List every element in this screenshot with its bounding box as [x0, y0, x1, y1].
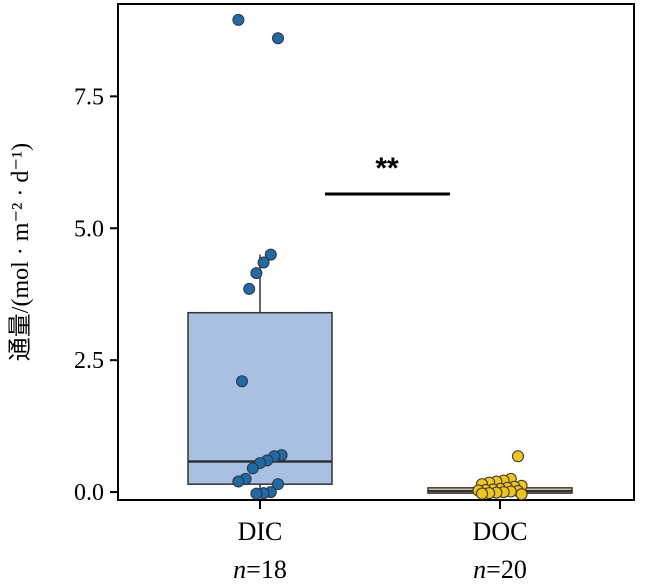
y-tick-label: 7.5 [74, 84, 104, 110]
y-axis: 0.0 2.5 5.0 7.5 [74, 84, 118, 506]
y-tick-label: 2.5 [74, 348, 104, 374]
data-point [232, 13, 245, 26]
x-sample-size-label: n=20 [473, 555, 527, 584]
box [187, 311, 333, 485]
significance-label: ** [375, 152, 399, 185]
group-dic: DIC n=18 [187, 13, 333, 584]
data-point [515, 488, 528, 501]
data-point [246, 462, 259, 475]
data-point [272, 32, 284, 45]
x-category-label: DOC [473, 517, 528, 546]
data-point [257, 256, 270, 269]
data-point [243, 282, 256, 295]
group-doc: DOC n=20 [427, 450, 573, 584]
x-sample-size-label: n=18 [233, 555, 287, 584]
x-category-label: DIC [238, 517, 283, 546]
significance-annotation: ** [325, 152, 450, 196]
y-axis-title: 通量/(mol · m⁻² · d⁻¹) [8, 143, 34, 361]
data-point [250, 267, 263, 280]
data-point [272, 478, 284, 491]
y-tick-label: 5.0 [74, 216, 104, 242]
data-point [232, 475, 245, 488]
plot-frame [117, 3, 635, 501]
data-point [236, 375, 248, 388]
data-point [250, 487, 263, 500]
data-point [264, 248, 277, 261]
y-tick-label: 0.0 [74, 480, 104, 506]
data-point [512, 450, 524, 463]
data-point [476, 487, 488, 500]
box-groups: DIC n=18 DOC n=20 [187, 13, 573, 584]
